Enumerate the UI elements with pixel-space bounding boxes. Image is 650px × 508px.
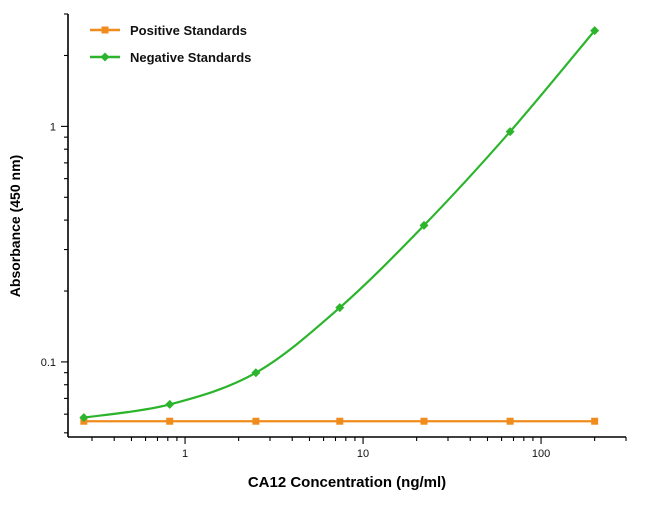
y-tick-label: 0.1 bbox=[41, 357, 56, 369]
data-point-square bbox=[506, 417, 514, 425]
x-tick-label: 1 bbox=[182, 448, 188, 460]
legend-label: Positive Standards bbox=[130, 23, 247, 38]
data-point-diamond bbox=[419, 220, 429, 230]
legend-label: Negative Standards bbox=[130, 50, 251, 65]
y-tick-label: 1 bbox=[50, 121, 56, 133]
data-point-diamond bbox=[100, 52, 110, 62]
series-line bbox=[82, 29, 596, 419]
data-point-diamond bbox=[79, 413, 89, 423]
legend-item: Negative Standards bbox=[90, 50, 251, 65]
x-axis-title: CA12 Concentration (ng/ml) bbox=[248, 474, 446, 491]
data-point-square bbox=[101, 26, 109, 34]
data-point-square bbox=[336, 417, 344, 425]
data-point-diamond bbox=[590, 26, 600, 36]
x-tick-label: 100 bbox=[532, 448, 550, 460]
x-tick-label: 10 bbox=[357, 448, 369, 460]
legend-item: Positive Standards bbox=[90, 23, 247, 38]
plot-layer: 1 10 100 0.1 1 Positive Standards Negative Sta… bbox=[41, 13, 627, 460]
data-point-square bbox=[591, 417, 599, 425]
data-point-square bbox=[420, 417, 428, 425]
data-point-diamond bbox=[335, 303, 345, 313]
data-point-square bbox=[166, 417, 174, 425]
data-point-diamond bbox=[251, 368, 261, 378]
data-point-square bbox=[252, 417, 260, 425]
data-point-diamond bbox=[505, 127, 515, 137]
data-point-diamond bbox=[165, 399, 175, 409]
y-axis-title: Absorbance (450 nm) bbox=[7, 155, 23, 297]
